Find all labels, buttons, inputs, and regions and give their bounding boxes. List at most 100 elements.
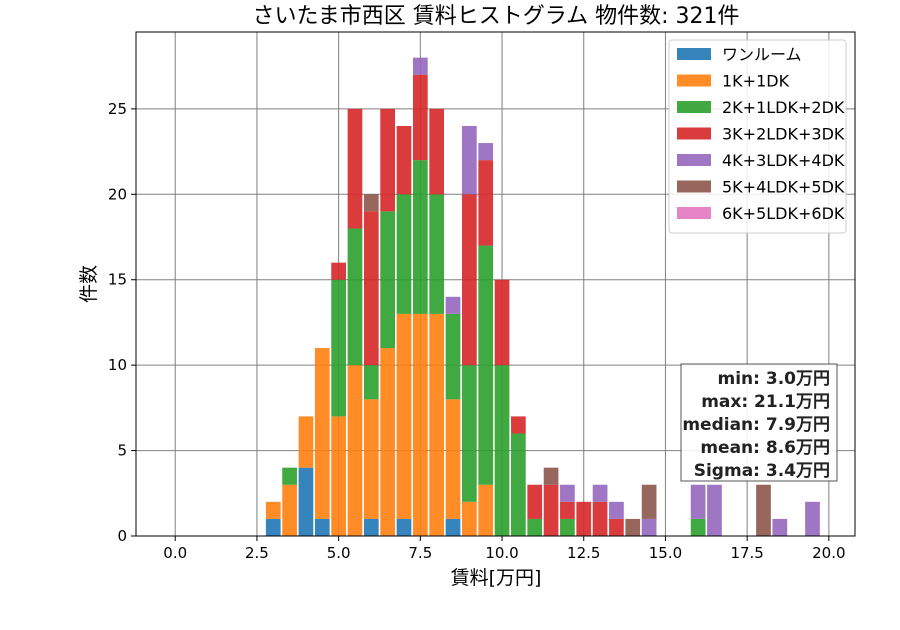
- bar-series2-bin11: [445, 313, 461, 400]
- y-axis-label: 件数: [78, 265, 100, 303]
- stats-line-0: min: 3.0万円: [718, 369, 830, 389]
- bars-layer: [265, 57, 820, 536]
- y-tick-label-5: 25: [108, 100, 127, 118]
- bar-series4-bin33: [805, 501, 820, 536]
- x-tick-label-1: 2.5: [245, 544, 269, 562]
- bar-series3-bin16: [527, 484, 543, 519]
- bar-series5-bin23: [641, 484, 657, 519]
- x-tick-label-8: 20.0: [812, 544, 845, 562]
- bar-series1-bin8: [396, 313, 412, 519]
- y-tick-label-1: 5: [117, 442, 127, 460]
- bar-series3-bin5: [347, 108, 363, 229]
- stats-line-4: Sigma: 3.4万円: [694, 461, 830, 481]
- bar-series0-bin2: [298, 467, 314, 536]
- bar-series1-bin9: [412, 313, 428, 536]
- bar-series3-bin13: [478, 160, 494, 246]
- bar-series2-bin13: [478, 245, 494, 485]
- x-tick-label-3: 7.5: [408, 544, 432, 562]
- bar-series3-bin6: [363, 211, 379, 366]
- bar-series3-bin18: [560, 501, 575, 519]
- bar-series3-bin12: [462, 194, 477, 366]
- x-axis-label: 賃料[万円]: [451, 567, 542, 589]
- legend-box: [668, 39, 847, 234]
- y-tick-label-3: 15: [108, 271, 127, 289]
- bar-series2-bin7: [380, 211, 396, 349]
- y-tick-label-2: 10: [108, 356, 127, 374]
- x-tick-label-2: 5.0: [327, 544, 351, 562]
- bar-series4-bin26: [690, 484, 706, 519]
- legend-swatch-3: [677, 127, 711, 140]
- bar-series3-bin4: [331, 262, 346, 280]
- bar-series4-bin12: [462, 125, 477, 195]
- bar-series3-bin20: [592, 501, 608, 536]
- bar-series1-bin0: [265, 501, 281, 519]
- bar-series2-bin26: [690, 518, 706, 536]
- bar-series2-bin10: [429, 194, 445, 314]
- bar-series5-bin22: [625, 518, 641, 536]
- bar-series3-bin19: [576, 501, 592, 536]
- bar-series1-bin13: [478, 484, 494, 536]
- legend-label-5: 5K+4LDK+5DK: [722, 178, 845, 197]
- bar-series5-bin30: [756, 484, 771, 536]
- stats-line-2: median: 7.9万円: [682, 415, 830, 435]
- bar-series1-bin1: [282, 484, 297, 536]
- legend-swatch-6: [677, 207, 711, 219]
- bar-series0-bin3: [314, 518, 330, 536]
- bar-series4-bin11: [445, 296, 461, 314]
- bar-series2-bin5: [347, 228, 363, 366]
- y-tick-label-0: 0: [117, 527, 127, 545]
- bar-series2-bin12: [462, 365, 477, 502]
- legend-label-0: ワンルーム: [722, 45, 802, 64]
- legend-swatch-4: [677, 154, 711, 166]
- bar-series5-bin17: [543, 467, 559, 485]
- legend-label-1: 1K+1DK: [722, 72, 790, 91]
- bar-series1-bin7: [380, 348, 396, 536]
- bar-series1-bin3: [314, 348, 330, 519]
- x-tick-label-5: 12.5: [567, 544, 600, 562]
- bar-series3-bin15: [511, 416, 526, 434]
- bar-series4-bin9: [412, 57, 428, 75]
- bar-series0-bin0: [265, 518, 281, 536]
- legend-label-6: 6K+5LDK+6DK: [722, 204, 845, 223]
- bar-series4-bin27: [707, 484, 722, 536]
- bar-series3-bin8: [396, 125, 412, 195]
- y-tick-label-4: 20: [108, 185, 127, 203]
- bar-series3-bin9: [412, 74, 428, 161]
- bar-series2-bin14: [494, 365, 510, 536]
- x-tick-label-4: 10.0: [485, 544, 518, 562]
- bar-series4-bin23: [641, 518, 657, 536]
- ticks-layer: 0.0 2.5 5.0 7.5 10.0 12.5 15.0 17.5 20.0 0 5 10 15 20…: [108, 100, 846, 562]
- stats-line-3: mean: 8.6万円: [700, 438, 830, 458]
- legend-label-3: 3K+2LDK+3DK: [722, 125, 845, 144]
- x-tick-label-7: 17.5: [730, 544, 763, 562]
- bar-series2-bin16: [527, 518, 543, 536]
- bar-series1-bin11: [445, 399, 461, 519]
- bar-series0-bin11: [445, 518, 461, 536]
- bar-series2-bin1: [282, 467, 297, 485]
- bar-series0-bin8: [396, 518, 412, 536]
- bar-series4-bin20: [592, 484, 608, 502]
- bar-series4-bin18: [560, 484, 575, 502]
- bar-series3-bin7: [380, 108, 396, 212]
- bar-series2-bin9: [412, 160, 428, 314]
- bar-series3-bin14: [494, 279, 510, 366]
- bar-series1-bin10: [429, 313, 445, 536]
- legend-label-4: 4K+3LDK+4DK: [722, 151, 845, 170]
- bar-series1-bin12: [462, 501, 477, 536]
- bar-series4-bin31: [772, 518, 788, 536]
- stats-box: [680, 363, 838, 482]
- legend-swatch-0: [677, 48, 711, 60]
- x-tick-label-6: 15.0: [649, 544, 682, 562]
- stats-line-1: max: 21.1万円: [701, 392, 830, 412]
- plot-frame: [135, 31, 856, 537]
- bar-series2-bin6: [363, 365, 379, 400]
- legend-swatch-1: [677, 74, 711, 87]
- legend-swatch-5: [677, 180, 711, 193]
- bar-series2-bin15: [511, 433, 526, 536]
- chart-title: さいたま市西区 賃料ヒストグラム 物件数: 321件: [252, 4, 739, 29]
- stats-annotation: min: 3.0万円 max: 21.1万円 median: 7.9万円 mean: …: [680, 363, 838, 482]
- bar-series0-bin6: [363, 518, 379, 536]
- bar-series3-bin17: [543, 484, 559, 536]
- legend-swatch-2: [677, 101, 711, 113]
